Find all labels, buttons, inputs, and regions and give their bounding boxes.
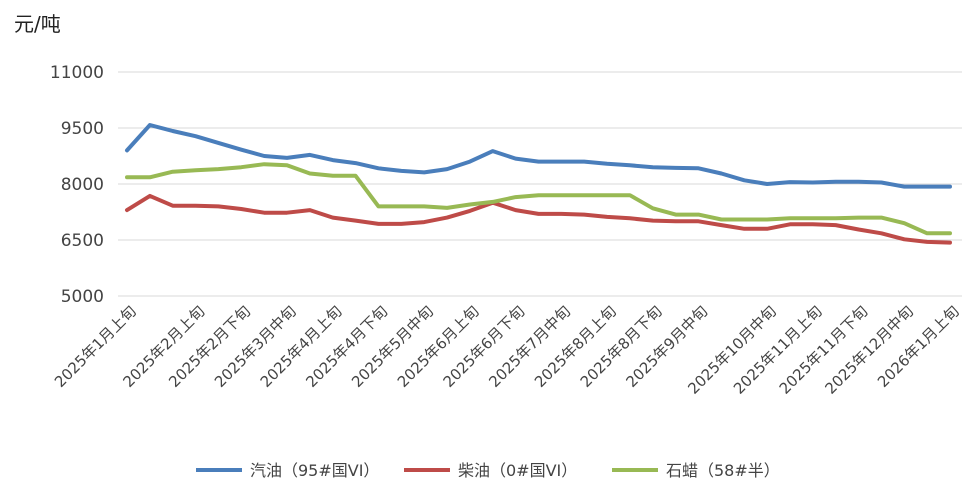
x-tick-label: 2025年2月下旬 [165, 302, 254, 391]
x-tick-label: 2025年4月上旬 [257, 302, 346, 391]
x-tick-label: 2025年7月中旬 [485, 302, 574, 391]
y-tick-label: 6500 [61, 231, 104, 251]
y-axis-ticks: 5000 6500 8000 9500 11000 [50, 63, 104, 307]
legend-label-0: 汽油（95#国VI） [250, 461, 379, 480]
legend-label-1: 柴油（0#国VI） [458, 461, 577, 480]
x-tick-label: 2025年6月下旬 [440, 302, 529, 391]
x-tick-label: 2025年6月上旬 [394, 302, 483, 391]
x-tick-label: 2026年1月上旬 [874, 302, 963, 391]
y-tick-label: 9500 [61, 119, 104, 139]
legend-label-2: 石蜡（58#半） [666, 461, 780, 480]
series-line-2 [125, 162, 952, 236]
legend: 汽油（95#国VI） 柴油（0#国VI） 石蜡（58#半） [196, 461, 780, 480]
y-tick-label: 5000 [61, 287, 104, 307]
series-line-0 [125, 123, 952, 189]
x-tick-label: 2025年4月下旬 [302, 302, 391, 391]
x-tick-label: 2025年8月下旬 [577, 302, 666, 391]
x-tick-label: 2025年5月中旬 [348, 302, 437, 391]
gridlines [118, 71, 962, 297]
x-tick-label: 2025年8月上旬 [531, 302, 620, 391]
x-axis-ticks: 2025年1月上旬2025年2月上旬2025年2月下旬2025年3月中旬2025… [51, 302, 963, 398]
y-axis-unit: 元/吨 [14, 12, 61, 36]
series-line-1 [125, 193, 952, 245]
data-series [125, 123, 952, 245]
y-tick-label: 11000 [50, 63, 104, 83]
y-tick-label: 8000 [61, 175, 104, 195]
x-tick-label: 2025年3月中旬 [211, 302, 300, 391]
